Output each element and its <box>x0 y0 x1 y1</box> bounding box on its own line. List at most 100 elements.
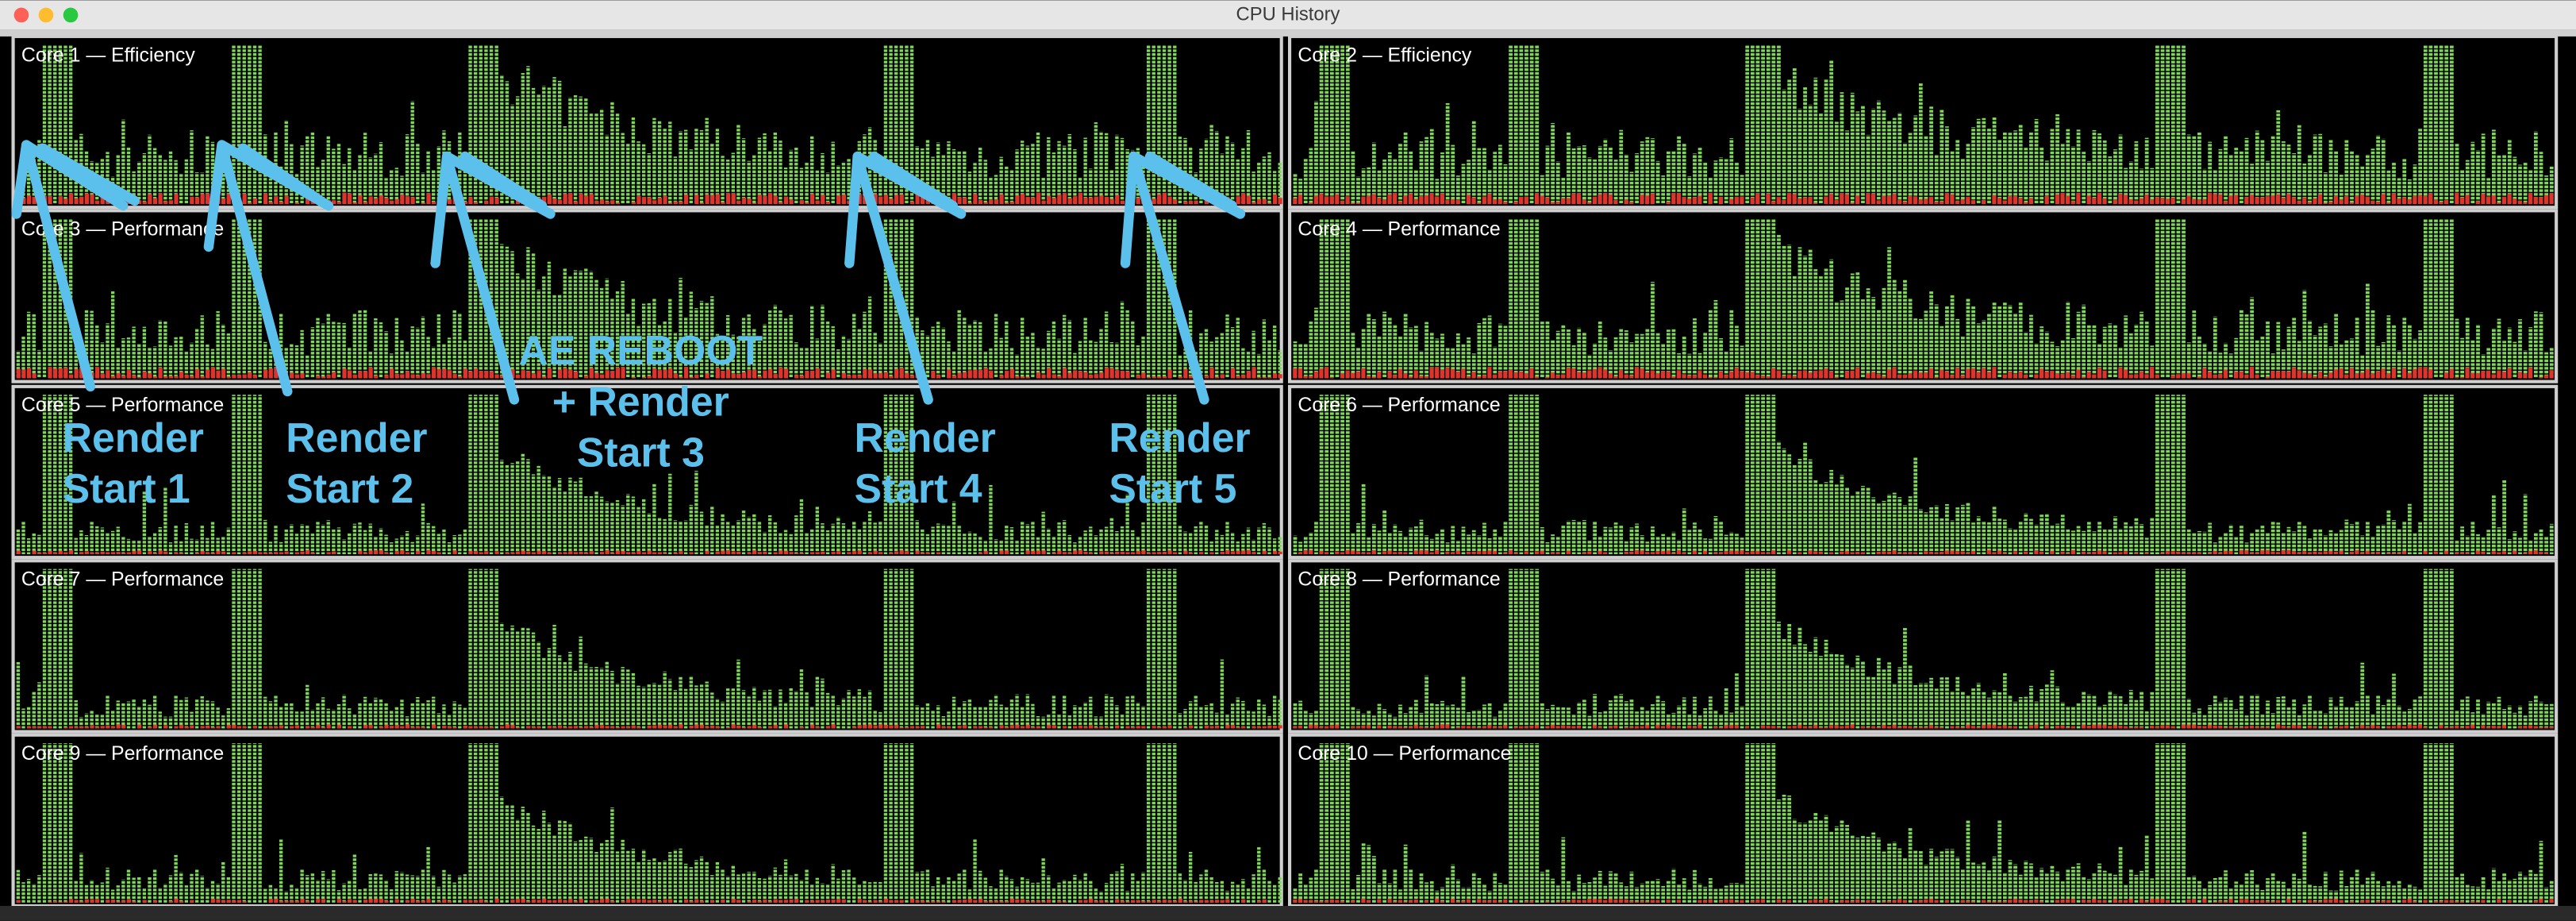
usage-bar <box>210 881 215 903</box>
system-bar <box>190 196 194 205</box>
usage-bar <box>1183 708 1188 729</box>
usage-bar <box>316 520 321 554</box>
usage-bar <box>2365 522 2370 554</box>
system-bar <box>1298 368 1303 379</box>
system-bar <box>2386 726 2391 729</box>
system-bar <box>2055 194 2059 205</box>
usage-bar <box>799 347 804 379</box>
system-bar <box>657 370 663 379</box>
usage-bar <box>2539 701 2543 729</box>
usage-bar <box>1298 541 1303 554</box>
system-bar <box>615 202 621 205</box>
system-bar <box>1613 199 1618 205</box>
system-bar <box>468 726 473 729</box>
usage-bar <box>1120 714 1125 729</box>
usage-bar <box>200 696 205 729</box>
system-bar <box>342 368 347 379</box>
usage-bar <box>2249 695 2255 729</box>
system-bar <box>63 901 68 903</box>
usage-bar <box>621 280 625 379</box>
usage-bar <box>2507 327 2512 379</box>
usage-bar <box>626 493 631 554</box>
system-bar <box>2428 193 2433 205</box>
usage-bar <box>1624 330 1628 379</box>
usage-bar <box>736 874 741 903</box>
usage-bar <box>2244 314 2249 379</box>
usage-bar <box>852 696 857 729</box>
usage-bar <box>579 96 583 205</box>
system-bar <box>847 552 852 554</box>
system-bar <box>1860 726 1865 729</box>
system-bar <box>2270 551 2275 554</box>
usage-bar <box>1062 520 1067 554</box>
usage-bar <box>1718 337 1723 379</box>
usage-bar <box>921 871 925 903</box>
usage-bar <box>2407 503 2412 554</box>
usage-bar <box>689 291 694 379</box>
usage-bar <box>915 705 920 729</box>
usage-bar <box>1818 276 1823 379</box>
system-bar <box>721 550 725 554</box>
system-bar <box>1366 195 1371 205</box>
usage-bar <box>542 475 547 554</box>
usage-bar <box>2428 218 2433 379</box>
close-button[interactable] <box>13 7 29 23</box>
usage-bar <box>579 477 583 554</box>
system-bar <box>48 367 52 379</box>
system-bar <box>1645 372 1650 379</box>
usage-bar <box>947 877 952 903</box>
usage-bar <box>679 521 683 554</box>
system-bar <box>768 901 773 903</box>
system-bar <box>2165 725 2170 729</box>
usage-bar <box>1413 526 1418 554</box>
usage-bar <box>1455 175 1460 205</box>
system-bar <box>2386 373 2391 379</box>
usage-bar <box>1067 534 1072 554</box>
system-bar <box>983 202 988 205</box>
usage-bar <box>1236 541 1240 554</box>
usage-bar <box>941 154 946 205</box>
minimize-button[interactable] <box>38 7 54 23</box>
usage-bar <box>615 683 621 729</box>
usage-bar <box>121 702 126 729</box>
usage-bar <box>1540 175 1544 205</box>
usage-bar <box>2513 341 2517 379</box>
system-bar <box>967 370 972 379</box>
usage-bar <box>2176 218 2181 379</box>
system-bar <box>589 368 594 379</box>
system-bar <box>58 550 63 554</box>
system-bar <box>1408 194 1413 205</box>
usage-bar <box>321 524 326 554</box>
system-bar <box>1950 375 1955 379</box>
system-bar <box>721 371 725 379</box>
usage-bar <box>121 119 126 205</box>
usage-bar <box>2260 140 2265 205</box>
system-bar <box>2044 371 2049 379</box>
usage-bar <box>1398 530 1402 554</box>
system-bar <box>1902 725 1907 729</box>
usage-bar <box>1471 710 1476 729</box>
system-bar <box>500 375 505 379</box>
usage-bar <box>1587 715 1592 729</box>
usage-bar <box>2165 44 2170 205</box>
usage-bar <box>2223 870 2228 903</box>
usage-bar <box>1262 704 1267 729</box>
system-bar <box>2181 553 2186 554</box>
system-bar <box>368 898 373 903</box>
usage-bar <box>2265 321 2270 379</box>
usage-bar <box>2375 526 2381 554</box>
usage-bar <box>1902 505 1907 554</box>
system-bar <box>1534 376 1540 379</box>
usage-bar <box>2092 129 2097 205</box>
system-bar <box>2097 724 2101 729</box>
usage-bar <box>74 699 79 729</box>
usage-bar <box>836 516 841 554</box>
usage-bar <box>1876 838 1881 903</box>
usage-bar <box>1419 872 1424 903</box>
zoom-button[interactable] <box>63 7 79 23</box>
usage-bar <box>1371 142 1376 205</box>
system-bar <box>1934 201 1939 205</box>
usage-bar <box>1419 712 1424 729</box>
system-bar <box>379 550 383 554</box>
usage-bar <box>442 869 447 903</box>
